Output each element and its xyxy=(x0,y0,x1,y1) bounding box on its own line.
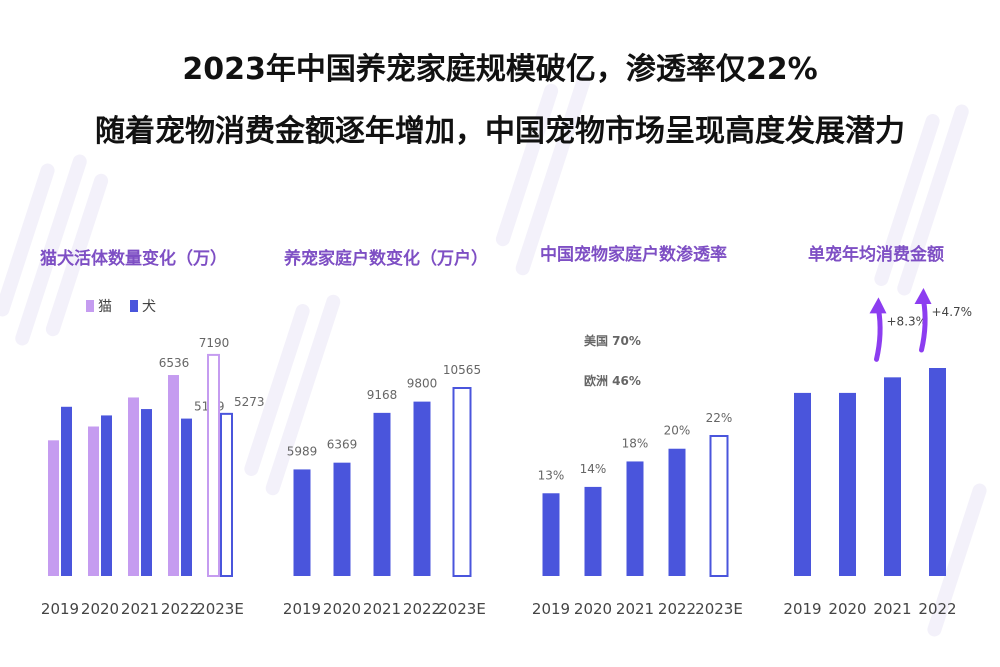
bar-cat xyxy=(48,440,59,576)
x-tick-label: 2023E xyxy=(196,600,244,618)
bar xyxy=(839,392,856,576)
legend-label-cat: 猫 xyxy=(98,299,112,315)
annotation-usa: 美国 70% xyxy=(584,333,641,348)
bar xyxy=(626,461,644,576)
data-label: 6369 xyxy=(327,438,358,452)
growth-label: +8.3% xyxy=(887,314,928,328)
growth-label: +4.7% xyxy=(932,305,973,319)
annotation-europe: 欧洲 46% xyxy=(584,373,641,388)
data-label-cat: 7190 xyxy=(199,336,230,350)
x-tick-label: 2019 xyxy=(41,600,79,618)
headline-line-1: 2023年中国养宠家庭规模破亿，渗透率仅22% xyxy=(182,52,818,87)
data-label: 5989 xyxy=(287,444,318,458)
bar xyxy=(884,377,901,576)
legend-label-dog: 犬 xyxy=(142,299,156,315)
x-tick-label: 2022 xyxy=(918,600,956,618)
bar-cat xyxy=(128,397,139,576)
data-label: 20% xyxy=(664,424,691,438)
x-tick-label: 2023E xyxy=(695,600,743,618)
bar xyxy=(584,486,602,576)
bar-dog xyxy=(141,409,152,576)
x-tick-label: 2023E xyxy=(438,600,486,618)
bar xyxy=(542,493,560,576)
x-tick-label: 2019 xyxy=(283,600,321,618)
data-label-dog: 5273 xyxy=(234,395,265,409)
x-tick-label: 2021 xyxy=(873,600,911,618)
x-tick-label: 2021 xyxy=(121,600,159,618)
bar-dog xyxy=(101,415,112,576)
x-tick-label: 2021 xyxy=(363,600,401,618)
bar-dog xyxy=(220,412,233,577)
legend-swatch-dog xyxy=(130,300,138,312)
bar-dog xyxy=(61,406,72,576)
data-label-cat: 6536 xyxy=(159,356,190,370)
bar-cat xyxy=(168,375,179,576)
panel-title-households: 养宠家庭户数变化（万户） xyxy=(284,249,488,269)
panel-title-cat-dog: 猫犬活体数量变化（万） xyxy=(40,249,227,269)
bar-cat xyxy=(207,353,220,577)
data-label: 14% xyxy=(580,462,607,476)
bar xyxy=(452,387,472,577)
x-tick-label: 2020 xyxy=(574,600,612,618)
x-tick-label: 2020 xyxy=(828,600,866,618)
bar-dog xyxy=(181,418,192,576)
x-tick-label: 2022 xyxy=(161,600,199,618)
panel-title-penetration: 中国宠物家庭户数渗透率 xyxy=(540,245,727,265)
growth-arrow-icon xyxy=(874,306,883,362)
x-tick-label: 2019 xyxy=(532,600,570,618)
x-tick-label: 2021 xyxy=(616,600,654,618)
data-label: 22% xyxy=(706,411,733,425)
x-tick-label: 2022 xyxy=(658,600,696,618)
data-label: 9168 xyxy=(367,388,398,402)
bar-cat xyxy=(88,426,99,576)
data-label: 9800 xyxy=(407,377,438,391)
bar xyxy=(333,462,351,576)
legend-swatch-cat xyxy=(86,300,94,312)
bar xyxy=(709,435,729,577)
growth-arrowhead-icon xyxy=(914,288,932,304)
data-label: 18% xyxy=(622,436,649,450)
bar xyxy=(668,448,686,576)
data-label: 10565 xyxy=(443,363,481,377)
bar xyxy=(413,401,431,576)
growth-arrow-icon xyxy=(919,297,928,353)
headline-line-2: 随着宠物消费金额逐年增加，中国宠物市场呈现高度发展潜力 xyxy=(95,114,905,149)
panel-title-spending: 单宠年均消费金额 xyxy=(808,245,944,265)
x-tick-label: 2020 xyxy=(323,600,361,618)
x-tick-label: 2019 xyxy=(783,600,821,618)
x-tick-label: 2022 xyxy=(403,600,441,618)
growth-arrowhead-icon xyxy=(869,297,887,314)
bar xyxy=(794,392,811,576)
bar xyxy=(373,412,391,576)
data-label: 13% xyxy=(538,468,565,482)
bar xyxy=(293,469,311,576)
bar xyxy=(929,368,946,576)
x-tick-label: 2020 xyxy=(81,600,119,618)
